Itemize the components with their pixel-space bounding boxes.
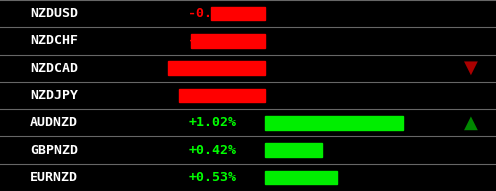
Bar bbox=[265, 116, 403, 130]
Text: NZDCAD: NZDCAD bbox=[30, 62, 78, 75]
Text: NZDUSD: NZDUSD bbox=[30, 7, 78, 20]
Text: ▼: ▼ bbox=[464, 59, 478, 77]
Text: NZDCHF: NZDCHF bbox=[30, 34, 78, 47]
Text: -0.64%: -0.64% bbox=[188, 89, 237, 102]
Bar bbox=[211, 7, 265, 20]
Text: GBPNZD: GBPNZD bbox=[30, 144, 78, 157]
Text: -0.40%: -0.40% bbox=[188, 7, 237, 20]
Text: NZDJPY: NZDJPY bbox=[30, 89, 78, 102]
Text: +0.53%: +0.53% bbox=[188, 171, 237, 184]
Text: EURNZD: EURNZD bbox=[30, 171, 78, 184]
Bar bbox=[168, 61, 265, 75]
Text: AUDNZD: AUDNZD bbox=[30, 116, 78, 129]
Text: +0.42%: +0.42% bbox=[188, 144, 237, 157]
Text: -0.55%: -0.55% bbox=[188, 34, 237, 47]
Bar bbox=[265, 171, 337, 184]
Bar bbox=[179, 89, 265, 102]
Text: -0.72%: -0.72% bbox=[188, 62, 237, 75]
Bar bbox=[265, 143, 322, 157]
Text: ▲: ▲ bbox=[464, 114, 478, 132]
Text: +1.02%: +1.02% bbox=[188, 116, 237, 129]
Bar bbox=[191, 34, 265, 48]
